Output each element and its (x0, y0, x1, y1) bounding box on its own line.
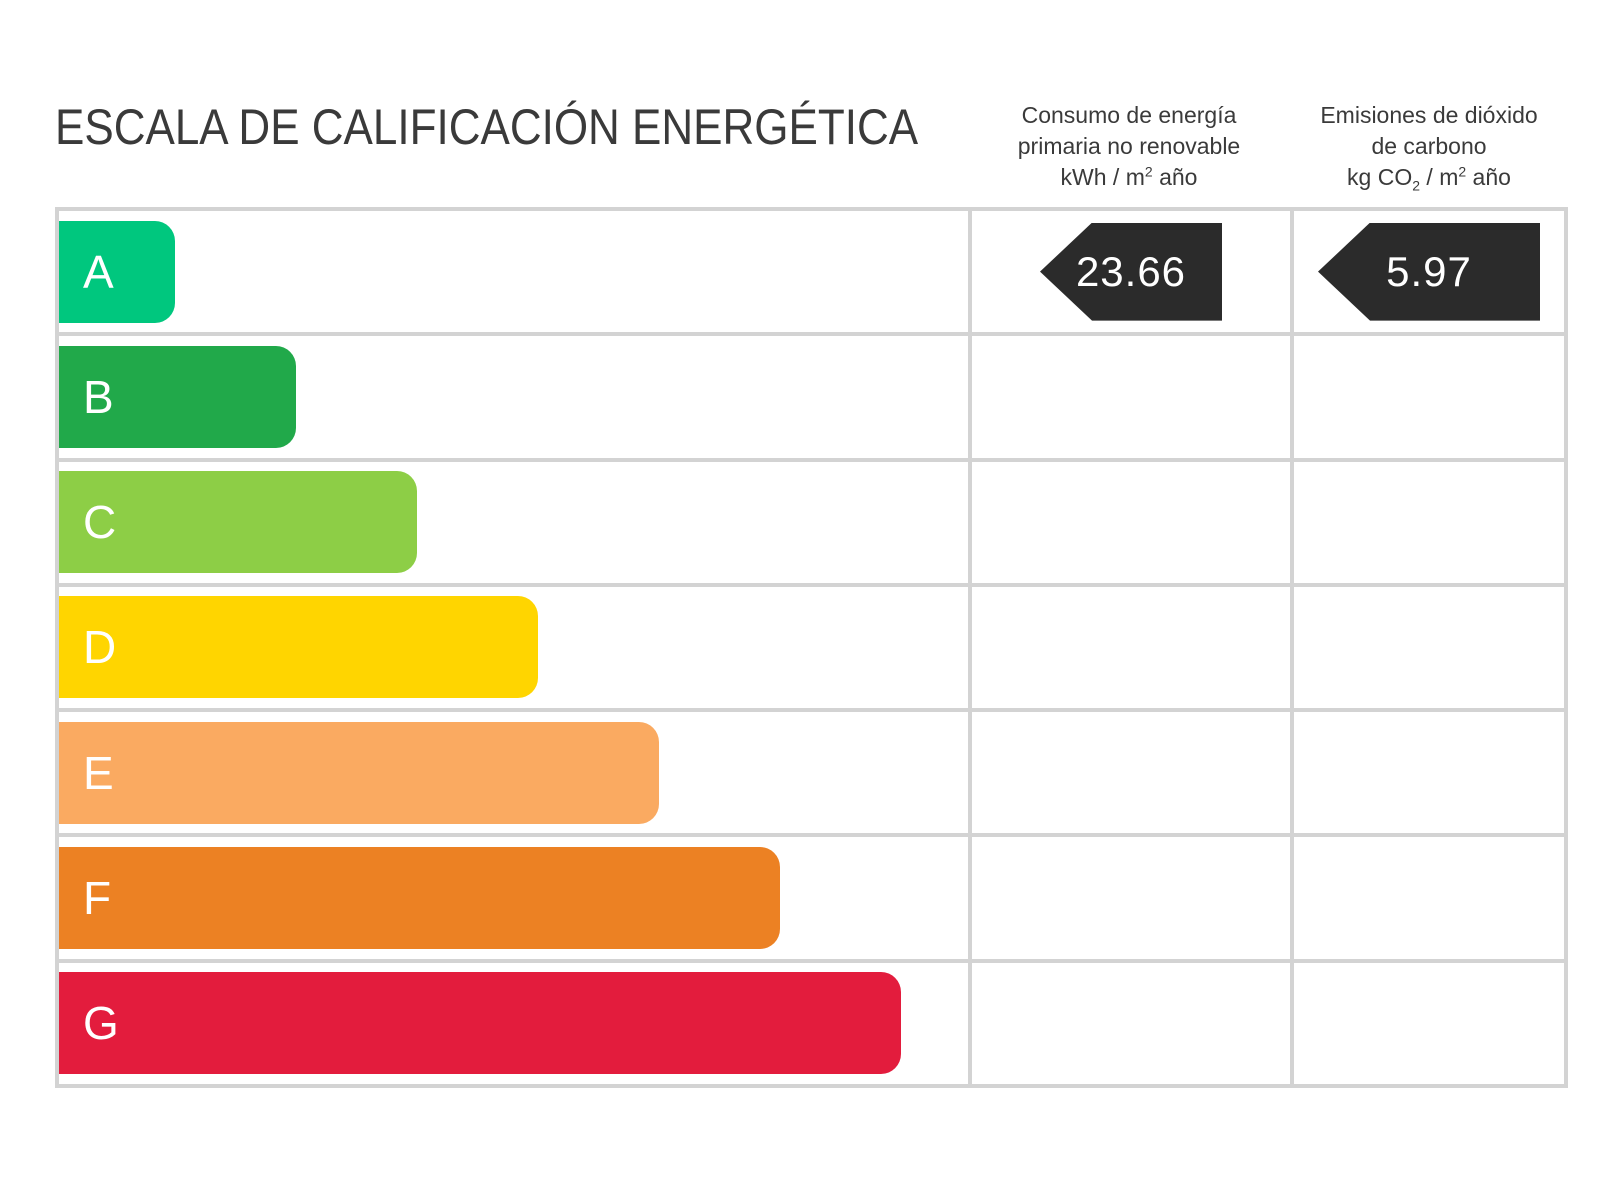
emissions-value-badge: 5.97 (1318, 222, 1540, 321)
consumption-value-cell-e (972, 712, 1290, 834)
band-bar-b: B (59, 345, 296, 448)
consumption-value-cell-a: 23.66 (972, 211, 1290, 333)
emissions-value-cell-e (1294, 712, 1564, 834)
consumption-value-cell-d (972, 586, 1290, 709)
band-bar-c: C (59, 471, 417, 574)
band-letter-a: A (83, 245, 114, 298)
emissions-value-cell-b (1294, 336, 1564, 458)
superscript-2: 2 (1144, 163, 1153, 180)
subscript-2: 2 (1412, 177, 1421, 194)
band-letter-e: E (83, 746, 114, 799)
band-row-a-scale-cell: A (59, 211, 968, 333)
band-row-d-scale-cell: D (59, 586, 968, 709)
band-row-f-scale-cell: F (59, 837, 968, 959)
band-bar-e: E (59, 721, 659, 824)
consumption-header-unit: kWh / m2 año (1060, 163, 1198, 190)
band-letter-g: G (83, 997, 119, 1050)
consumption-value-cell-c (972, 461, 1290, 583)
consumption-column-header: Consumo de energía primaria no renovable… (968, 100, 1290, 193)
consumption-header-line2: primaria no renovable (1017, 133, 1241, 159)
emissions-value-cell-f (1294, 837, 1564, 959)
emissions-value-cell-c (1294, 461, 1564, 583)
consumption-value-cell-g (972, 962, 1290, 1084)
consumption-value-cell-b (972, 336, 1290, 458)
band-letter-b: B (83, 370, 114, 423)
band-bar-g: G (59, 972, 901, 1075)
band-letter-c: C (83, 496, 117, 549)
band-row-c-scale-cell: C (59, 461, 968, 583)
band-letter-f: F (83, 872, 112, 925)
emissions-header-line2: de carbono (1371, 133, 1487, 159)
band-row-g-scale-cell: G (59, 962, 968, 1084)
consumption-value-cell-f (972, 837, 1290, 959)
band-bar-a: A (59, 220, 175, 323)
emissions-value: 5.97 (1386, 247, 1472, 295)
band-letter-d: D (83, 621, 117, 674)
consumption-value: 23.66 (1075, 247, 1187, 295)
band-row-b-scale-cell: B (59, 336, 968, 458)
energy-rating-table: A 23.66 5.97 B C D E (55, 207, 1568, 1088)
emissions-value-cell-d (1294, 586, 1564, 709)
band-bar-d: D (59, 596, 538, 699)
consumption-value-badge: 23.66 (1040, 222, 1222, 321)
emissions-value-cell-a: 5.97 (1294, 211, 1564, 333)
superscript-2: 2 (1458, 163, 1467, 180)
emissions-column-header: Emisiones de dióxido de carbono kg CO2 /… (1290, 100, 1568, 193)
consumption-header-line1: Consumo de energía (1021, 102, 1237, 128)
band-row-e-scale-cell: E (59, 712, 968, 834)
emissions-header-line1: Emisiones de dióxido (1320, 102, 1538, 128)
emissions-value-cell-g (1294, 962, 1564, 1084)
emissions-header-unit: kg CO2 / m2 año (1347, 163, 1511, 194)
band-bar-f: F (59, 847, 780, 950)
page-title: ESCALA DE CALIFICACIÓN ENERGÉTICA (55, 99, 919, 155)
